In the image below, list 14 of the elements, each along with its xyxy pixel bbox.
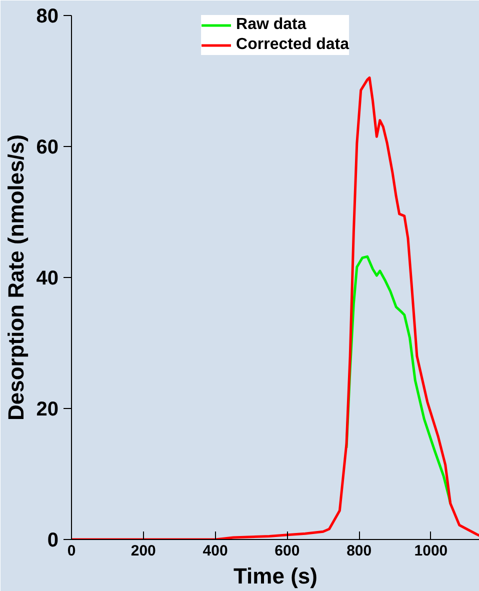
x-tick-label: 400 (202, 542, 228, 560)
y-tick-label: 60 (36, 136, 59, 158)
y-axis-title: Desorption Rate (nmoles/s) (3, 134, 28, 421)
y-tick-label: 40 (36, 268, 59, 290)
legend-label: Corrected data (236, 36, 349, 54)
x-tick-label: 800 (346, 542, 372, 560)
x-tick-label: 0 (67, 542, 76, 560)
x-axis-title: Time (s) (234, 564, 318, 588)
legend-label: Raw data (236, 16, 306, 34)
y-tick-label: 80 (36, 6, 59, 28)
y-tick-label: 20 (36, 398, 59, 420)
x-tick-label: 200 (130, 542, 156, 560)
x-tick-label: 1000 (414, 542, 448, 560)
x-tick-label: 600 (274, 542, 300, 560)
